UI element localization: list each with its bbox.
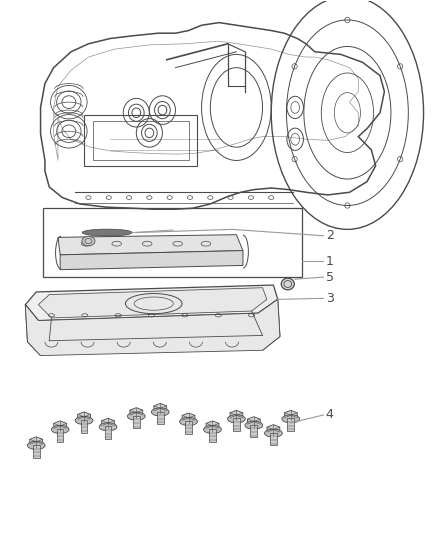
- Ellipse shape: [75, 416, 93, 424]
- Bar: [57, 429, 64, 442]
- Polygon shape: [25, 300, 280, 356]
- Ellipse shape: [82, 236, 95, 246]
- Bar: [157, 411, 163, 424]
- Polygon shape: [54, 421, 67, 431]
- Ellipse shape: [127, 412, 145, 420]
- Polygon shape: [25, 285, 278, 320]
- Polygon shape: [182, 413, 195, 423]
- Polygon shape: [230, 410, 243, 420]
- Bar: [185, 421, 192, 434]
- Bar: [43, 208, 302, 277]
- Bar: [133, 416, 140, 429]
- Bar: [287, 418, 294, 431]
- Polygon shape: [30, 437, 42, 447]
- Polygon shape: [102, 418, 114, 428]
- Text: 3: 3: [325, 292, 333, 305]
- Bar: [233, 418, 240, 431]
- Bar: [251, 425, 257, 438]
- Polygon shape: [130, 408, 143, 417]
- Polygon shape: [247, 417, 260, 426]
- Polygon shape: [60, 251, 243, 270]
- Bar: [81, 420, 88, 433]
- Bar: [84, 115, 197, 166]
- Polygon shape: [58, 235, 243, 255]
- Bar: [209, 429, 216, 442]
- Bar: [93, 120, 188, 160]
- Ellipse shape: [27, 441, 45, 449]
- Polygon shape: [267, 425, 280, 434]
- Text: 2: 2: [325, 229, 333, 242]
- Ellipse shape: [281, 278, 294, 290]
- Text: 5: 5: [325, 271, 334, 284]
- Polygon shape: [206, 421, 219, 431]
- Ellipse shape: [282, 415, 300, 423]
- Ellipse shape: [227, 415, 245, 423]
- Polygon shape: [25, 305, 41, 356]
- Ellipse shape: [204, 425, 221, 433]
- Bar: [33, 445, 39, 457]
- Text: 1: 1: [325, 255, 333, 268]
- Ellipse shape: [265, 429, 282, 437]
- Ellipse shape: [152, 408, 169, 416]
- Ellipse shape: [99, 423, 117, 431]
- Ellipse shape: [82, 229, 132, 236]
- Ellipse shape: [180, 417, 198, 425]
- Ellipse shape: [245, 421, 263, 429]
- Ellipse shape: [51, 425, 69, 433]
- Polygon shape: [78, 412, 91, 422]
- Polygon shape: [258, 300, 280, 350]
- Polygon shape: [154, 403, 166, 413]
- Polygon shape: [39, 288, 267, 318]
- Polygon shape: [284, 410, 297, 420]
- Bar: [105, 426, 111, 439]
- Bar: [270, 433, 277, 446]
- Text: 4: 4: [325, 408, 333, 422]
